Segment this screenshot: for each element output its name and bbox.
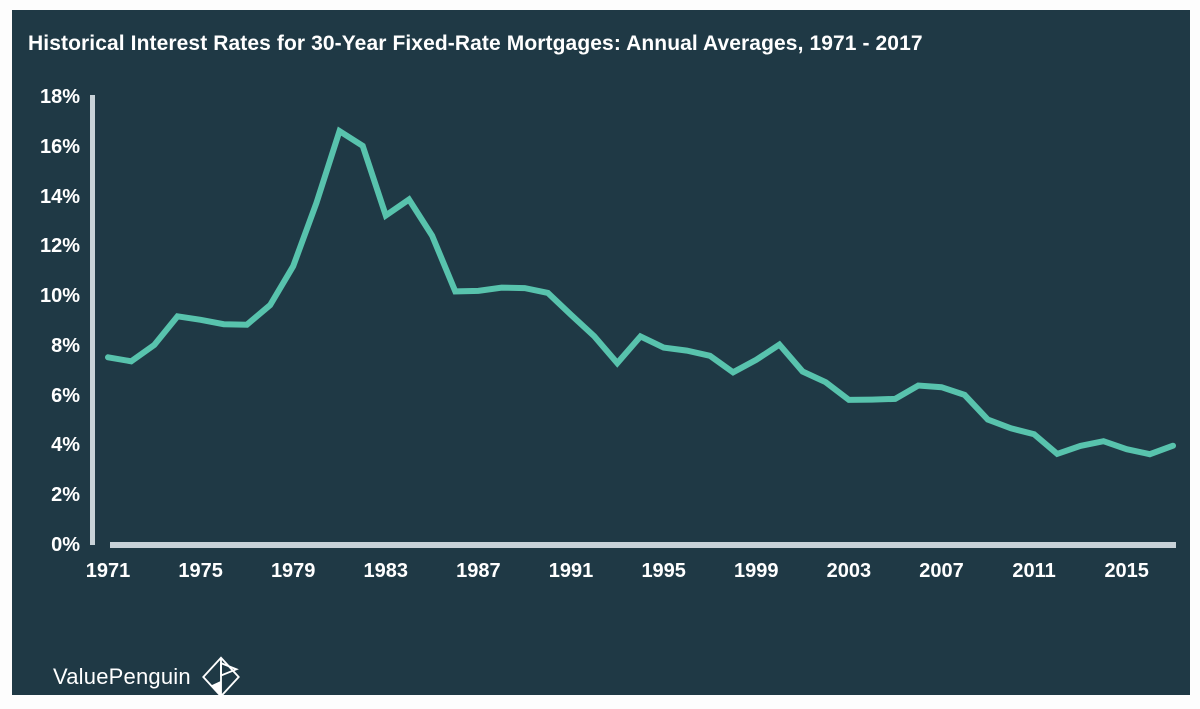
rate-line-chart [105, 126, 1176, 458]
y-tick-label: 8% [51, 334, 80, 357]
x-tick-label: 2007 [919, 560, 964, 582]
x-tick-label: 2011 [1012, 560, 1056, 582]
x-tick-label: 1975 [178, 560, 223, 582]
y-tick-label: 6% [51, 384, 80, 407]
y-axis-line [90, 95, 95, 545]
x-tick-label: 1983 [363, 560, 409, 582]
y-tick-label: 14% [39, 185, 80, 208]
y-tick-label: 12% [39, 235, 80, 258]
y-tick-label: 4% [51, 434, 80, 457]
x-tick-label: 1979 [270, 560, 316, 582]
x-tick-label: 1987 [456, 560, 501, 582]
plot-area: 18% 16% 14% 12% 10% 8% 6% 4% 2% 0% 1971 1975 1979 19… [12, 10, 1190, 695]
y-tick-label: 0% [51, 534, 80, 556]
chart-title: Historical Interest Rates for 30-Year Fi… [28, 32, 923, 55]
x-tick-label: 1971 [85, 560, 131, 582]
x-tick-label: 1995 [641, 560, 686, 582]
valuepenguin-logo-icon [201, 656, 240, 698]
y-tick-label: 10% [39, 285, 80, 308]
valuepenguin-logo: ValuePenguin [53, 654, 241, 700]
rate-line-series [105, 126, 1176, 458]
x-tick-label: 1999 [734, 560, 779, 582]
valuepenguin-logo-text: ValuePenguin [53, 664, 191, 689]
x-tick-label: 1991 [548, 560, 594, 582]
x-tick-label: 2015 [1104, 560, 1149, 582]
chart-panel: Historical Interest Rates for 30-Year Fi… [12, 10, 1190, 698]
x-tick-label: 2003 [826, 560, 872, 582]
x-axis-line [110, 542, 1176, 548]
y-tick-label: 2% [51, 484, 80, 507]
y-tick-label: 16% [39, 135, 80, 158]
y-tick-label: 18% [39, 86, 80, 108]
